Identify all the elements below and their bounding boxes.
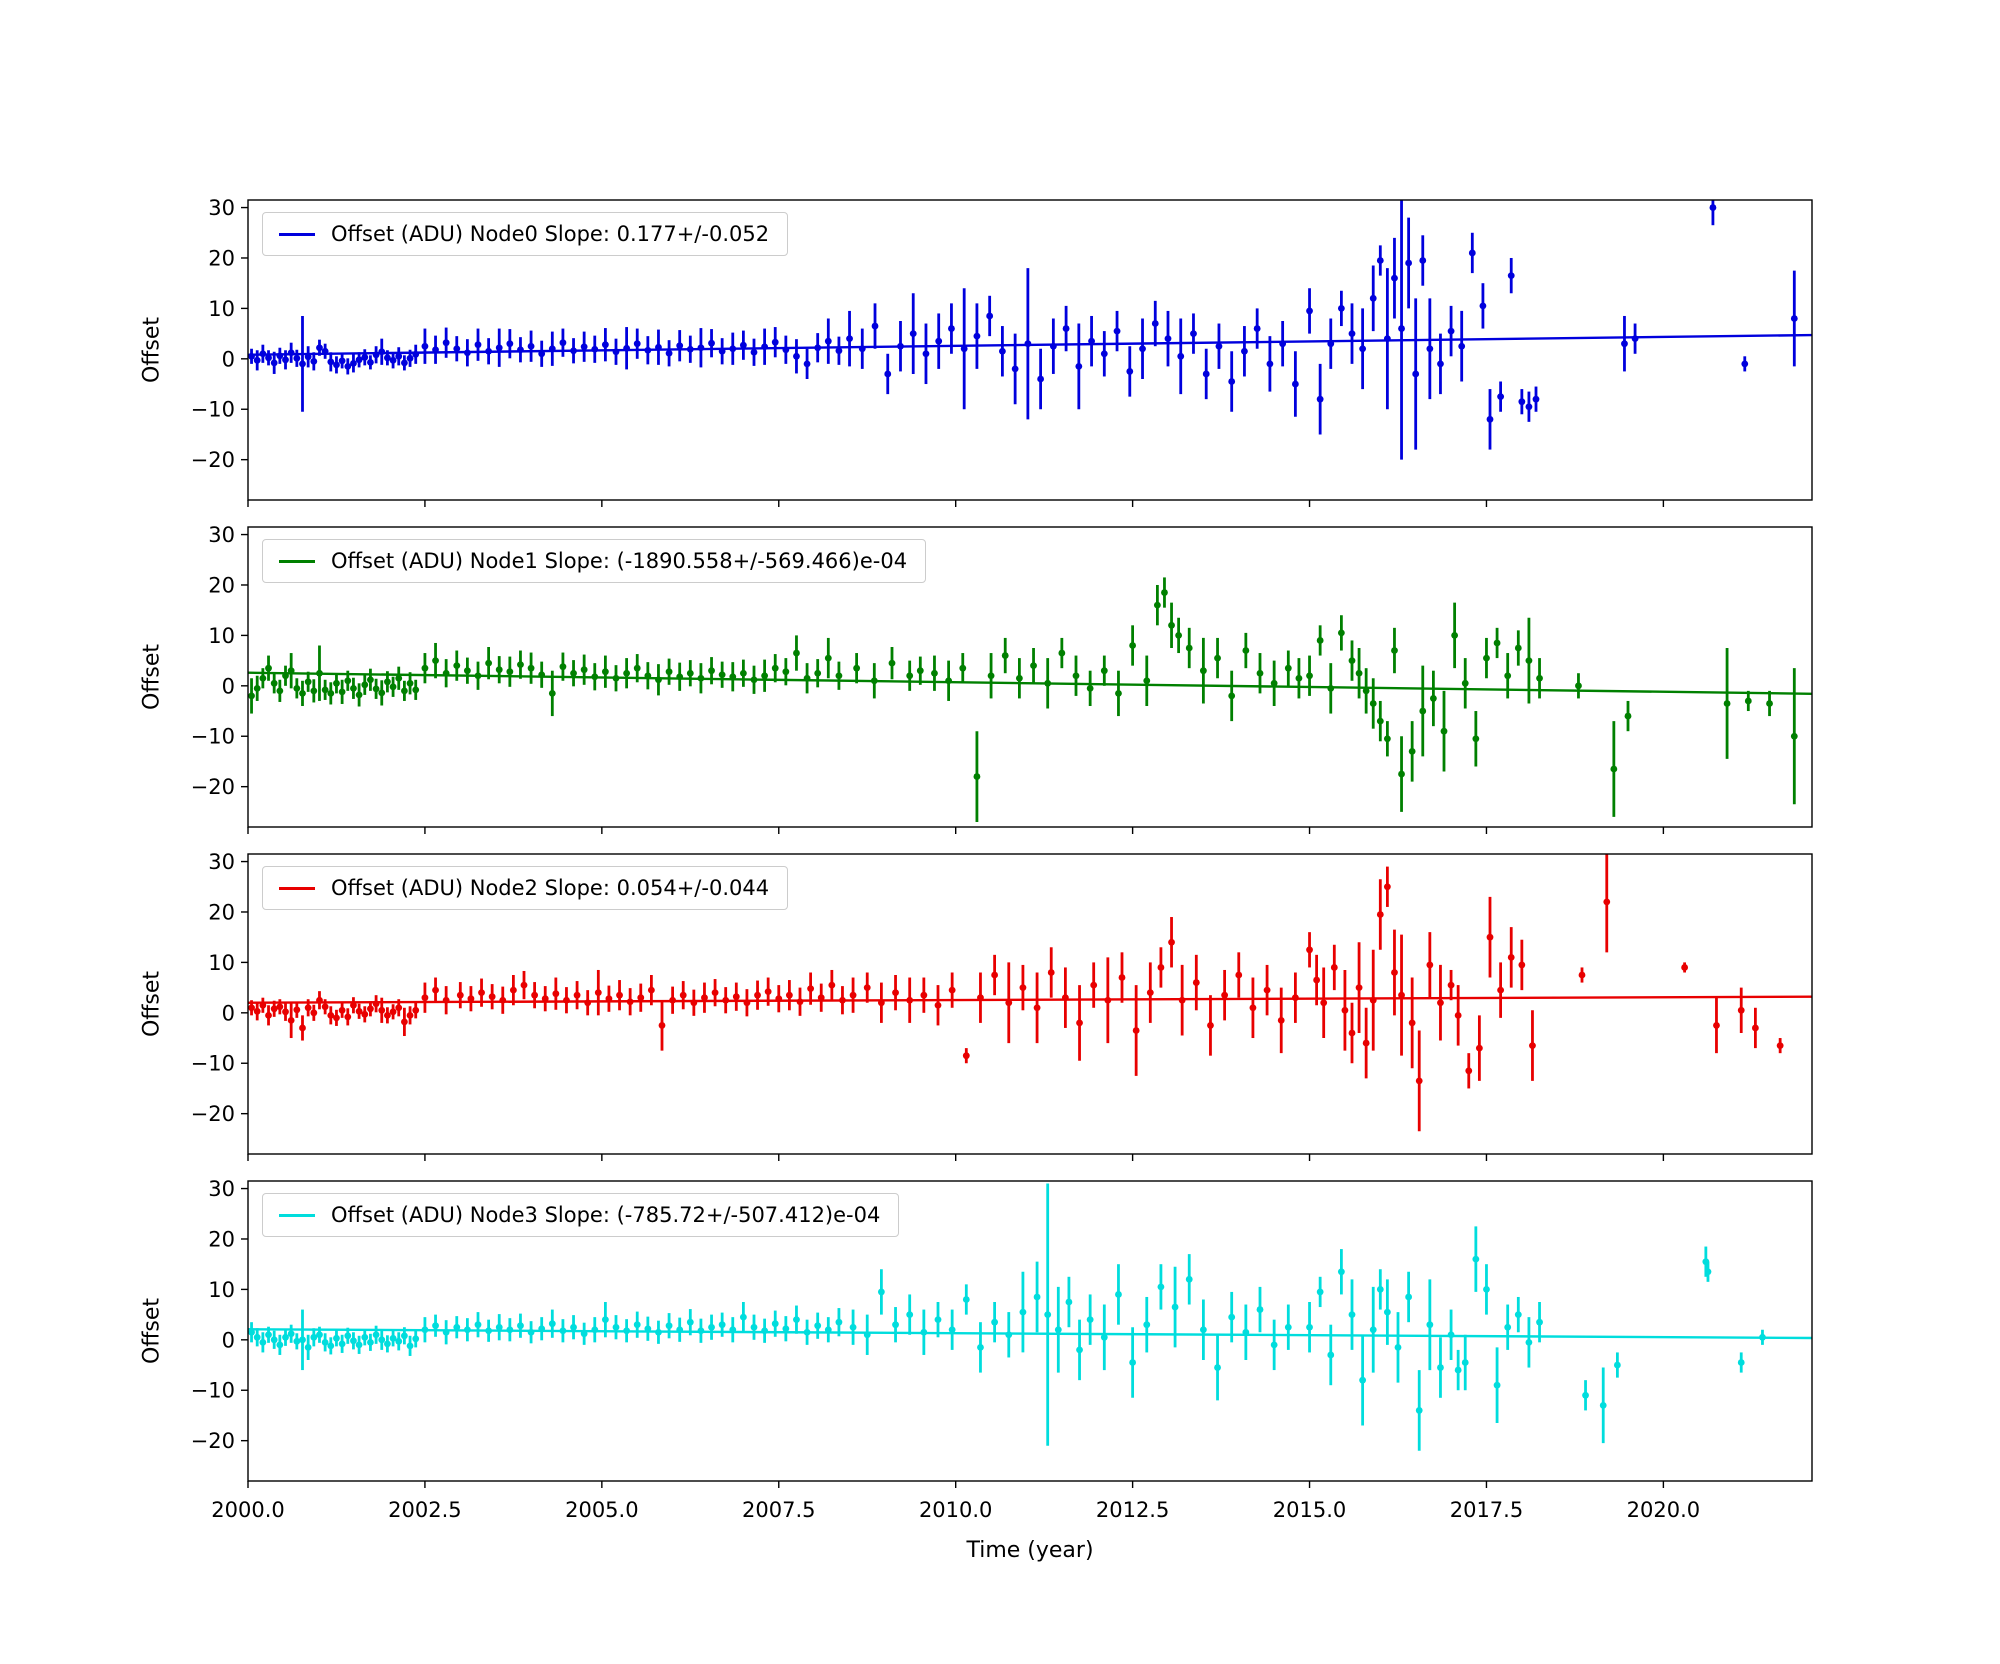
- legend-line-node0: [279, 232, 315, 236]
- y-tick-label: 10: [208, 624, 235, 648]
- y-axis-label-node0: Offset: [139, 316, 165, 384]
- legend-label-node2: Offset (ADU) Node2 Slope: 0.054+/-0.044: [331, 876, 770, 900]
- series-node3: [248, 1183, 1812, 1451]
- y-axis-label-node2: Offset: [139, 970, 165, 1038]
- series-node2: [248, 854, 1812, 1132]
- trend-line-node2: [248, 995, 1812, 1004]
- x-axis-label: Time (year): [966, 1538, 1094, 1563]
- x-tick-label: 2012.5: [1096, 1498, 1169, 1522]
- legend-label-node3: Offset (ADU) Node3 Slope: (-785.72+/-507…: [331, 1203, 881, 1227]
- y-tick-label: 0: [222, 674, 235, 698]
- y-tick-label: 20: [208, 573, 235, 597]
- y-tick-label: −10: [191, 1052, 235, 1076]
- x-tick-label: 2010.0: [919, 1498, 992, 1522]
- y-tick-label: 20: [208, 1227, 235, 1251]
- y-tick-label: −20: [191, 775, 235, 799]
- y-tick-label: 0: [222, 347, 235, 371]
- y-tick-label: 10: [208, 297, 235, 321]
- legend-node3: Offset (ADU) Node3 Slope: (-785.72+/-507…: [262, 1193, 900, 1237]
- y-tick-label: −20: [191, 1102, 235, 1126]
- x-tick-label: 2000.0: [211, 1498, 284, 1522]
- y-tick-label: 20: [208, 900, 235, 924]
- series-node1: [248, 577, 1812, 822]
- panel-spines-node0: [247, 199, 1813, 501]
- y-tick-label: 0: [222, 1328, 235, 1352]
- y-tick-label: 10: [208, 951, 235, 975]
- legend-node0: Offset (ADU) Node0 Slope: 0.177+/-0.052: [262, 212, 789, 256]
- y-tick-label: 30: [208, 523, 235, 547]
- y-axis-label-node3: Offset: [139, 1297, 165, 1365]
- y-axis-label-node1: Offset: [139, 643, 165, 711]
- x-tick-label: 2017.5: [1450, 1498, 1523, 1522]
- y-tick-label: −20: [191, 1429, 235, 1453]
- y-tick-label: 30: [208, 196, 235, 220]
- y-tick-label: −10: [191, 398, 235, 422]
- x-tick-label: 2015.0: [1273, 1498, 1346, 1522]
- x-tick-label: 2007.5: [742, 1498, 815, 1522]
- y-tick-label: 30: [208, 1177, 235, 1201]
- legend-line-node3: [279, 1213, 315, 1217]
- legend-line-node1: [279, 559, 315, 563]
- y-tick-label: −10: [191, 1379, 235, 1403]
- trend-line-node3: [248, 1328, 1812, 1340]
- x-tick-label: 2005.0: [565, 1498, 638, 1522]
- y-tick-label: −20: [191, 448, 235, 472]
- y-tick-label: 10: [208, 1278, 235, 1302]
- y-tick-label: 20: [208, 246, 235, 270]
- series-node0: [248, 200, 1812, 460]
- legend-node1: Offset (ADU) Node1 Slope: (-1890.558+/-5…: [262, 539, 927, 583]
- y-tick-label: −10: [191, 725, 235, 749]
- y-tick-label: 0: [222, 1001, 235, 1025]
- panel-spines-node3: [247, 1180, 1813, 1482]
- y-tick-label: 30: [208, 850, 235, 874]
- panel-spines-node2: [247, 853, 1813, 1155]
- x-tick-label: 2020.0: [1627, 1498, 1700, 1522]
- legend-node2: Offset (ADU) Node2 Slope: 0.054+/-0.044: [262, 866, 789, 910]
- legend-label-node0: Offset (ADU) Node0 Slope: 0.177+/-0.052: [331, 222, 770, 246]
- legend-line-node2: [279, 886, 315, 890]
- x-tick-label: 2002.5: [388, 1498, 461, 1522]
- panel-spines-node1: [247, 526, 1813, 828]
- legend-label-node1: Offset (ADU) Node1 Slope: (-1890.558+/-5…: [331, 549, 908, 573]
